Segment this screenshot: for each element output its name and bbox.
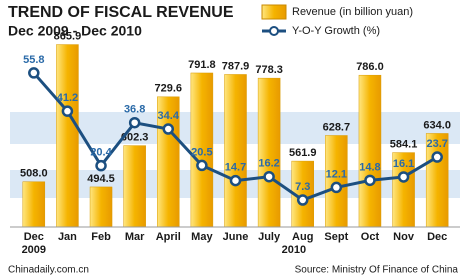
bar-value-label: 865.9 (54, 30, 82, 42)
bar (358, 74, 382, 228)
bar-value-label: 791.8 (188, 59, 216, 71)
x-tick-label: Sept (324, 231, 348, 243)
growth-marker (229, 174, 242, 187)
x-tick-label: Nov (393, 231, 415, 243)
bar-value-label: 602.3 (121, 132, 149, 144)
x-tick-label: Jan (58, 231, 77, 243)
growth-value-label: 14.7 (225, 162, 246, 174)
bar (325, 135, 348, 228)
growth-value-label: 41.2 (57, 92, 78, 104)
growth-marker (162, 123, 175, 135)
chart-title: TREND OF FISCAL REVENUE (8, 4, 234, 21)
bar-value-label: 628.7 (323, 121, 351, 133)
growth-value-label: 16.1 (393, 158, 414, 170)
bar-value-label: 634.0 (423, 119, 451, 131)
growth-marker (330, 181, 343, 194)
bar-value-label: 584.1 (390, 139, 418, 151)
legend-label: Y-O-Y Growth (%) (292, 25, 380, 37)
bar-value-label: 561.9 (289, 147, 317, 159)
bar-value-label: 786.0 (356, 61, 384, 73)
x-tick-label: May (191, 231, 213, 243)
growth-marker (61, 105, 74, 117)
growth-value-label: 20.5 (191, 146, 212, 158)
growth-value-label: 55.8 (23, 54, 44, 66)
bar (224, 74, 247, 228)
growth-value-label: 36.8 (124, 104, 145, 116)
growth-value-label: 23.7 (426, 138, 447, 150)
growth-marker (128, 116, 141, 129)
bar (123, 145, 146, 228)
chart-subtitle: Dec 2009 - Dec 2010 (8, 23, 142, 39)
bar-value-label: 494.5 (87, 173, 115, 185)
legend-swatch (261, 4, 287, 20)
bar (89, 186, 113, 228)
growth-marker (431, 151, 443, 163)
bar-value-label: 778.3 (255, 64, 283, 76)
bar-value-label: 729.6 (155, 83, 183, 95)
legend-label: Revenue (in billion yuan) (292, 6, 413, 18)
footer-site: Chinadaily.com.cn (8, 265, 89, 276)
source: Source: Ministry Of Finance of China (295, 265, 459, 276)
bar (257, 77, 281, 228)
x-tick-label: Aug (292, 231, 313, 243)
growth-value-label: 12.1 (326, 168, 347, 180)
x-tick-label: July (258, 231, 281, 243)
x-tick-label: Mar (125, 231, 145, 243)
growth-value-label: 14.8 (359, 161, 380, 173)
growth-marker (296, 194, 309, 206)
growth-marker (28, 67, 40, 79)
x-tick-label: Feb (91, 231, 111, 243)
growth-marker (196, 159, 208, 172)
year-label: 2009 (22, 244, 46, 256)
x-tick-label: Oct (361, 231, 380, 243)
x-tick-label: April (156, 231, 181, 243)
growth-value-label: 16.2 (258, 158, 279, 170)
x-tick-label: Dec (24, 231, 44, 243)
x-tick-label: Dec (427, 231, 447, 243)
legend: Revenue (in billion yuan) Y-O-Y Growth (%… (261, 4, 413, 37)
x-tick-label: June (223, 231, 249, 243)
growth-value-label: 7.3 (295, 181, 310, 193)
bar (56, 44, 79, 228)
bar (22, 181, 46, 228)
bar-value-label: 787.9 (222, 60, 250, 72)
bar-value-label: 508.0 (20, 168, 48, 180)
growth-marker (397, 171, 410, 183)
growth-marker (95, 159, 107, 172)
growth-marker (263, 170, 275, 183)
legend-marker (269, 26, 279, 36)
growth-value-label: 34.4 (158, 110, 180, 122)
growth-value-label: 20.4 (90, 147, 112, 159)
growth-marker (364, 174, 376, 187)
year-label: 2010 (282, 244, 306, 256)
